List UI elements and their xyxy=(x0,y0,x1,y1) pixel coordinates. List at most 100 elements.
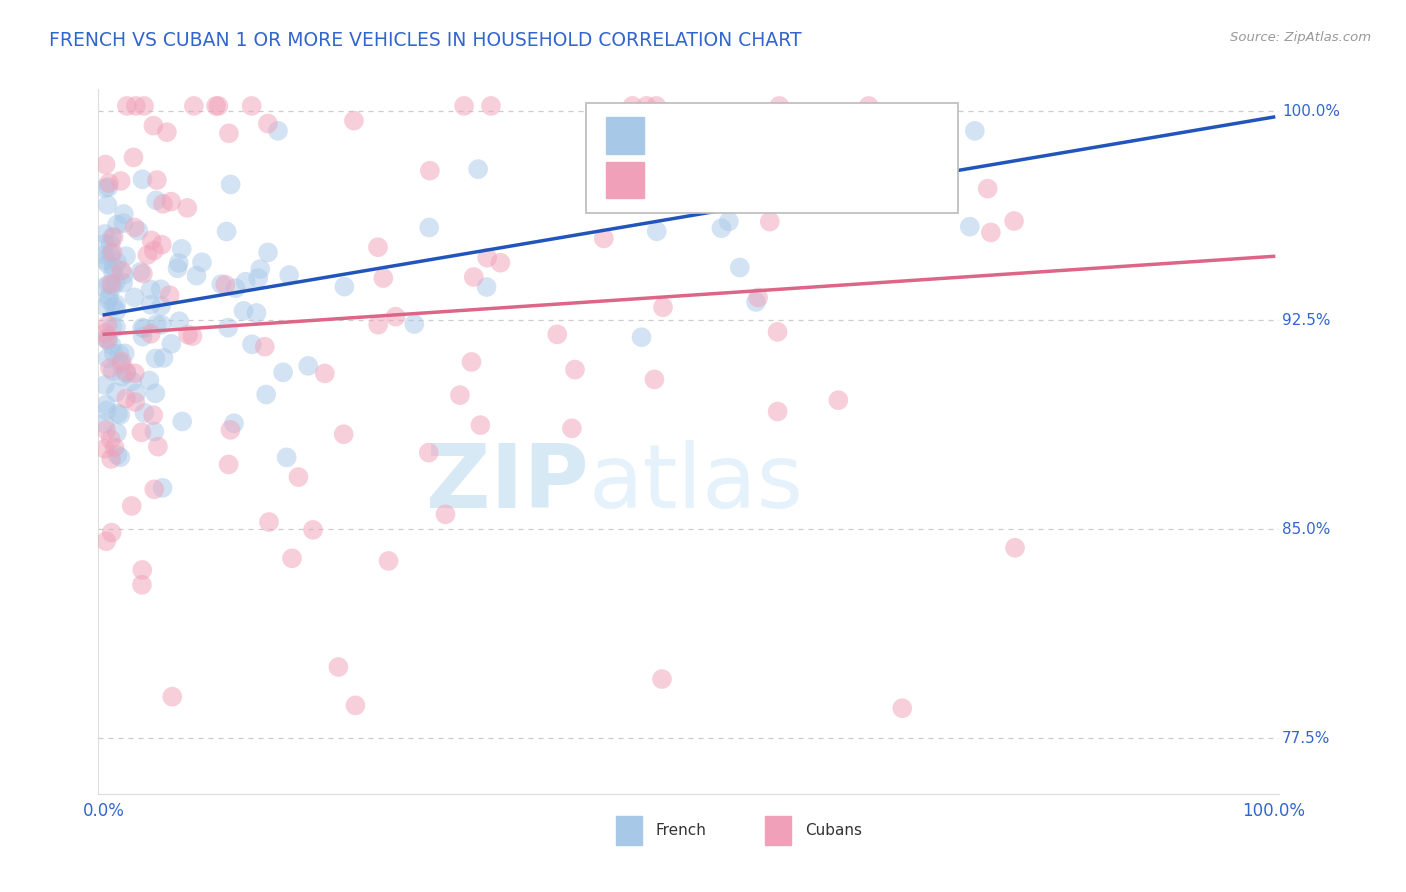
Point xyxy=(891,701,914,715)
Point xyxy=(101,265,124,279)
Point xyxy=(100,433,122,447)
Point xyxy=(453,99,475,113)
Point xyxy=(150,299,173,313)
Point xyxy=(470,418,492,433)
FancyBboxPatch shape xyxy=(606,161,644,198)
Point xyxy=(101,245,124,260)
Text: N =  118: N = 118 xyxy=(813,127,900,145)
Point xyxy=(150,237,173,252)
Point xyxy=(980,226,1002,240)
Point xyxy=(686,151,709,165)
Point xyxy=(100,452,122,467)
Point xyxy=(162,690,184,704)
Point xyxy=(377,554,399,568)
Point xyxy=(100,237,122,252)
Point xyxy=(328,660,350,674)
Point xyxy=(110,357,132,371)
Point xyxy=(404,317,426,331)
Point xyxy=(297,359,319,373)
Point xyxy=(191,255,214,269)
Text: atlas: atlas xyxy=(589,441,804,527)
FancyBboxPatch shape xyxy=(586,103,959,212)
Point xyxy=(98,361,121,376)
FancyBboxPatch shape xyxy=(606,118,644,154)
Point xyxy=(167,256,190,270)
Point xyxy=(645,224,668,238)
Point xyxy=(129,265,152,279)
Point xyxy=(215,225,238,239)
Point xyxy=(232,304,254,318)
Point xyxy=(96,198,118,212)
Point xyxy=(257,117,280,131)
Point xyxy=(276,450,298,465)
Point xyxy=(651,672,673,686)
Point xyxy=(245,306,267,320)
Point xyxy=(217,320,239,334)
Point xyxy=(225,281,247,295)
Point xyxy=(112,207,135,221)
Point xyxy=(131,425,153,440)
Point xyxy=(172,414,194,428)
Point xyxy=(94,253,117,268)
Point xyxy=(1002,214,1025,228)
Point xyxy=(146,173,169,187)
Point xyxy=(247,271,270,285)
Point xyxy=(253,340,276,354)
Point xyxy=(101,230,124,244)
Point xyxy=(143,483,166,497)
Point xyxy=(115,392,138,406)
Point xyxy=(156,125,179,139)
Point xyxy=(112,276,135,290)
Point xyxy=(111,369,134,384)
Point xyxy=(98,289,121,303)
Point xyxy=(94,423,117,437)
Point xyxy=(630,330,652,344)
Point xyxy=(110,450,132,465)
Point xyxy=(146,440,169,454)
Point xyxy=(170,242,193,256)
Point xyxy=(139,326,162,341)
Point xyxy=(858,99,880,113)
Point xyxy=(623,129,645,144)
Point xyxy=(121,499,143,513)
Point xyxy=(142,244,165,258)
Point xyxy=(561,421,583,435)
Point xyxy=(976,181,998,195)
Point xyxy=(963,124,986,138)
Point xyxy=(131,329,153,343)
Point xyxy=(94,326,117,340)
Point xyxy=(105,255,128,269)
Text: 100.0%: 100.0% xyxy=(1282,104,1340,119)
Point xyxy=(97,334,120,348)
Point xyxy=(166,261,188,276)
Text: French: French xyxy=(655,823,707,838)
Point xyxy=(235,275,257,289)
Text: Cubans: Cubans xyxy=(804,823,862,838)
Point xyxy=(257,245,280,260)
Point xyxy=(710,221,733,235)
Point xyxy=(332,427,354,442)
Point xyxy=(1004,541,1026,555)
Point xyxy=(94,248,117,262)
Point xyxy=(152,481,174,495)
Point xyxy=(138,374,160,388)
Text: R =  0.177: R = 0.177 xyxy=(665,171,769,189)
Point xyxy=(115,367,138,381)
Text: N = 109: N = 109 xyxy=(813,171,893,189)
Point xyxy=(759,214,782,228)
Point xyxy=(127,224,149,238)
Point xyxy=(124,395,146,409)
Point xyxy=(373,271,395,285)
Point xyxy=(97,176,120,190)
Point xyxy=(645,99,668,113)
Point xyxy=(143,425,166,439)
Point xyxy=(214,277,236,292)
Point xyxy=(97,277,120,292)
Point xyxy=(124,220,146,235)
Point xyxy=(142,408,165,422)
Point xyxy=(643,372,665,386)
Point xyxy=(240,337,263,351)
Point xyxy=(463,270,485,285)
Point xyxy=(418,445,440,459)
Point xyxy=(314,367,336,381)
